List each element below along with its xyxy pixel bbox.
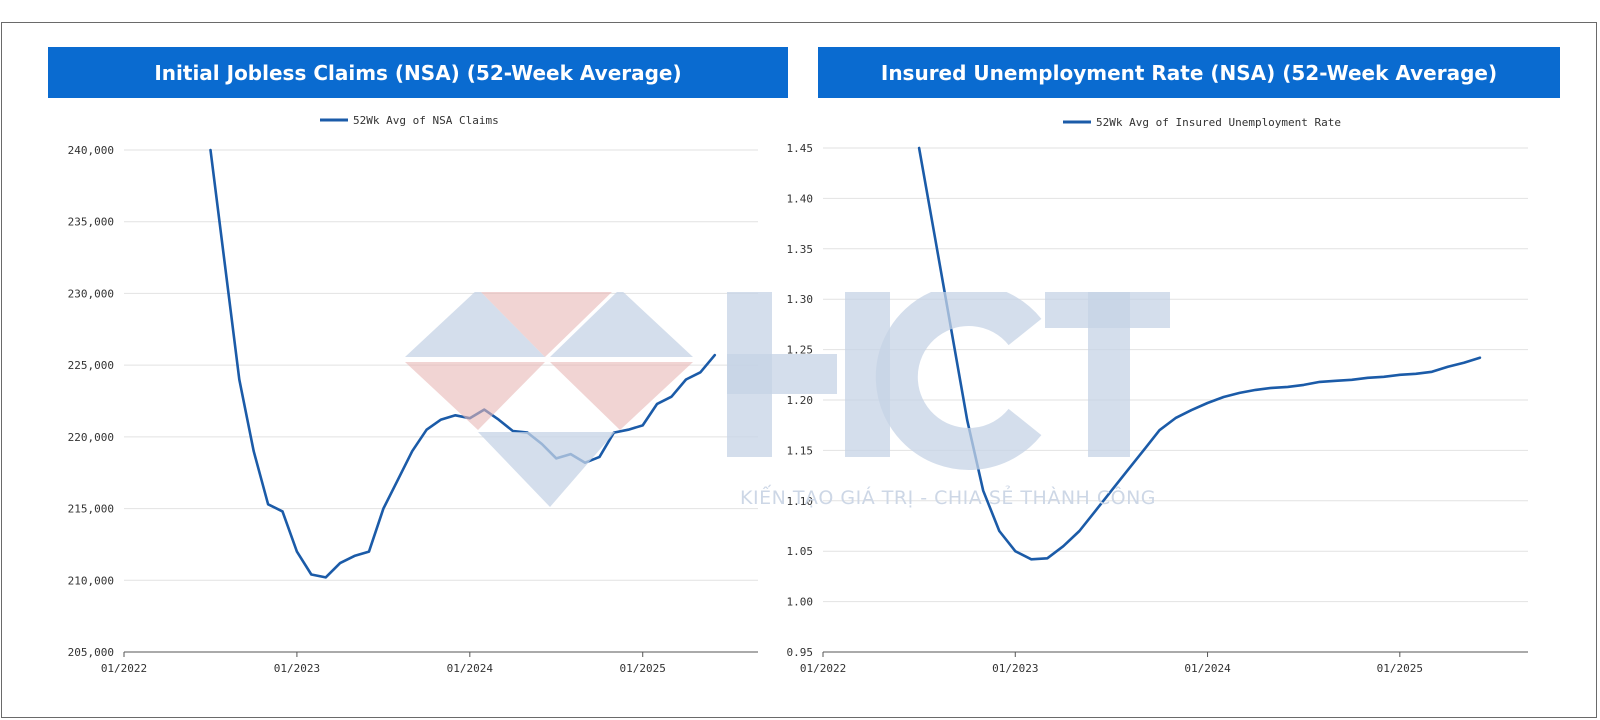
- y-tick-label: 225,000: [68, 359, 114, 372]
- chart-panel-insured-unemployment: Insured Unemployment Rate (NSA) (52-Week…: [787, 47, 1560, 687]
- y-tick-label: 240,000: [68, 144, 114, 157]
- x-tick-label: 01/2024: [447, 662, 494, 675]
- watermark-slogan: KIẾN TẠO GIÁ TRỊ - CHIA SẺ THÀNH CÔNG: [740, 487, 1157, 509]
- legend-label: 52Wk Avg of Insured Unemployment Rate: [1096, 116, 1341, 129]
- chart-panel-jobless-claims: Initial Jobless Claims (NSA) (52-Week Av…: [48, 47, 788, 687]
- x-tick-label: 01/2023: [992, 662, 1038, 675]
- y-tick-label: 215,000: [68, 503, 114, 516]
- legend: 52Wk Avg of NSA Claims: [320, 114, 499, 127]
- y-tick-label: 1.30: [787, 293, 814, 306]
- y-tick-label: 1.00: [787, 596, 814, 609]
- y-tick-label: 1.45: [787, 142, 814, 155]
- chart-title: Initial Jobless Claims (NSA) (52-Week Av…: [48, 47, 788, 98]
- y-tick-label: 230,000: [68, 287, 114, 300]
- y-tick-label: 235,000: [68, 216, 114, 229]
- x-tick-label: 01/2025: [620, 662, 666, 675]
- jobless-claims-chart: 240,000 235,000 230,000 225,000 220,000 215,0…: [68, 114, 758, 675]
- x-tick-label: 01/2025: [1377, 662, 1423, 675]
- y-tick-label: 1.10: [787, 495, 814, 508]
- y-tick-label: 1.40: [787, 192, 814, 205]
- y-tick-label: 0.95: [787, 646, 814, 659]
- y-tick-label: 1.25: [787, 344, 814, 357]
- x-tick-label: 01/2024: [1184, 662, 1231, 675]
- series-line: [209, 148, 717, 579]
- y-tick-label: 1.15: [787, 444, 814, 457]
- legend-label: 52Wk Avg of NSA Claims: [353, 114, 499, 127]
- x-tick-label: 01/2022: [101, 662, 147, 675]
- y-tick-label: 210,000: [68, 574, 114, 587]
- y-tick-label: 1.05: [787, 545, 814, 558]
- y-tick-label: 1.35: [787, 243, 814, 256]
- chart-title: Insured Unemployment Rate (NSA) (52-Week…: [818, 47, 1560, 98]
- legend: 52Wk Avg of Insured Unemployment Rate: [1063, 116, 1341, 129]
- x-tick-label: 01/2022: [800, 662, 846, 675]
- insured-unemployment-chart: 1.45 1.40 1.35 1.30 1.25 1.20 1.15 1.10 1.05 1.00…: [787, 116, 1528, 675]
- y-tick-label: 1.20: [787, 394, 814, 407]
- x-tick-label: 01/2023: [274, 662, 320, 675]
- y-tick-label: 205,000: [68, 646, 114, 659]
- y-tick-label: 220,000: [68, 431, 114, 444]
- series-line: [917, 146, 1482, 561]
